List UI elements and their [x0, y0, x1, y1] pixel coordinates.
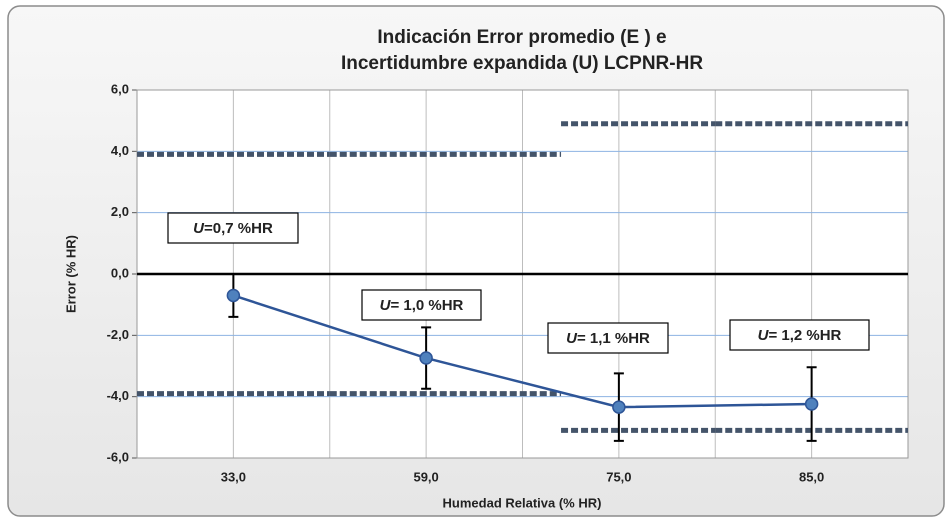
y-tick-label: 4,0 [111, 143, 129, 158]
annotation-box [361, 289, 482, 321]
annotation-symbol: U [380, 297, 392, 314]
annotation-text: = 1,0 %HR [390, 297, 463, 314]
y-tick-label: 2,0 [111, 204, 129, 219]
x-tick-label: 59,0 [413, 469, 438, 484]
annotation-box [547, 322, 669, 354]
annotation-symbol: U [193, 220, 205, 237]
y-tick-label: 6,0 [111, 81, 129, 96]
data-point [612, 400, 626, 414]
chart-title: Indicación Error promedio (E ) e [377, 27, 666, 48]
annotation: U=0,7 %HR [193, 220, 273, 237]
x-tick-label: 33,0 [221, 469, 246, 484]
data-point [226, 288, 241, 303]
x-axis-label: Humedad Relativa (% HR) [443, 495, 602, 510]
annotation-box [167, 212, 299, 244]
y-tick-label: -4,0 [107, 388, 129, 403]
data-point [804, 397, 819, 411]
y-tick-label: -2,0 [107, 327, 129, 342]
annotation-symbol: U [566, 330, 578, 347]
annotation-box [729, 319, 870, 351]
annotation: U= 1,2 %HR [758, 327, 842, 344]
x-tick-label: 75,0 [606, 469, 631, 484]
annotation: U= 1,0 %HR [380, 297, 464, 314]
annotation-text: = 1,1 %HR [577, 330, 650, 347]
annotation-symbol: U [758, 327, 770, 344]
annotation-text: = 1,2 %HR [768, 327, 841, 344]
x-tick-label: 85,0 [799, 469, 824, 484]
data-point [419, 351, 433, 365]
y-tick-label: -6,0 [107, 449, 129, 464]
annotation-text: =0,7 %HR [204, 220, 273, 237]
y-tick-label: 0,0 [111, 265, 129, 280]
annotation: U= 1,1 %HR [566, 330, 650, 347]
data-line [232, 294, 812, 409]
chart-title: Incertidumbre expandida (U) LCPNR-HR [341, 53, 703, 74]
y-axis-label: Error (% HR) [63, 235, 78, 313]
